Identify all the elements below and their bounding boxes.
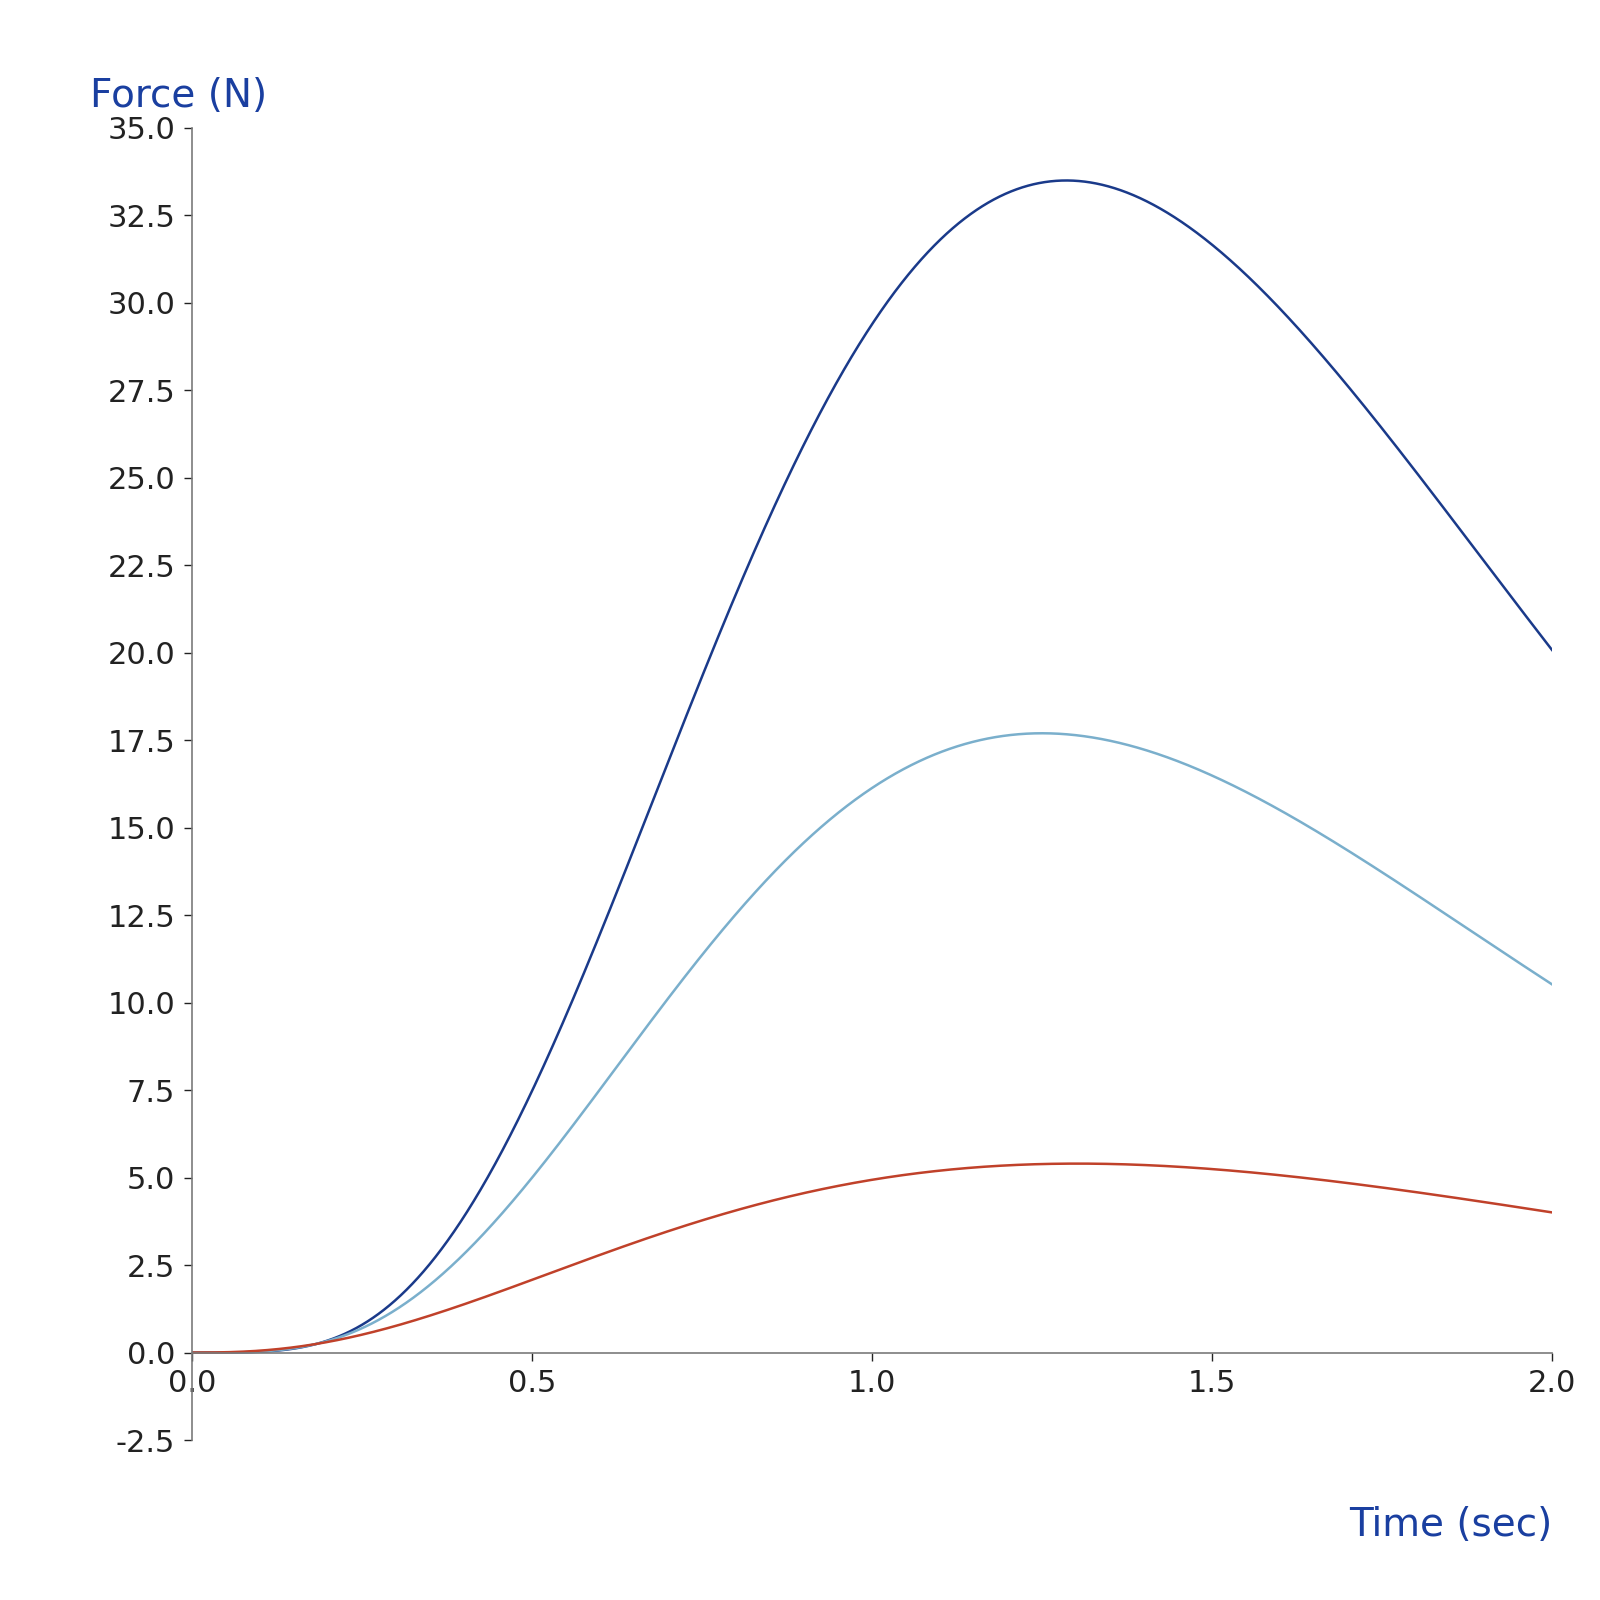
- Y-axis label: Force (N): Force (N): [90, 77, 267, 115]
- X-axis label: Time (sec): Time (sec): [1349, 1506, 1552, 1544]
